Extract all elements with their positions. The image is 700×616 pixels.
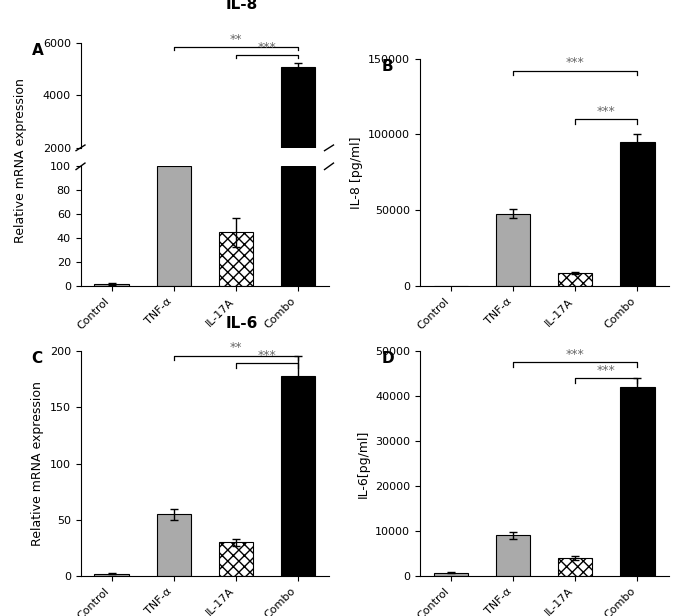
Bar	[281, 67, 315, 200]
Text: ***: ***	[566, 348, 584, 361]
Bar	[434, 573, 468, 576]
Bar	[496, 214, 531, 286]
Y-axis label: IL-6[pg/ml]: IL-6[pg/ml]	[356, 429, 370, 498]
Bar	[281, 376, 315, 576]
Bar	[218, 542, 253, 576]
Bar	[157, 166, 191, 286]
Bar	[496, 535, 531, 576]
Text: ***: ***	[258, 41, 277, 54]
Text: IL-6: IL-6	[226, 317, 258, 331]
Y-axis label: IL-8 [pg/ml]: IL-8 [pg/ml]	[350, 136, 363, 209]
Text: D: D	[382, 351, 394, 366]
Bar	[558, 273, 592, 286]
Y-axis label: Relative mRNA expression: Relative mRNA expression	[31, 381, 44, 546]
Bar	[281, 166, 315, 286]
Text: A: A	[32, 43, 43, 58]
Text: B: B	[382, 59, 393, 73]
Bar	[558, 558, 592, 576]
Text: ***: ***	[566, 56, 584, 70]
Bar	[620, 142, 655, 286]
Text: Relative mRNA expression: Relative mRNA expression	[15, 78, 27, 243]
Text: IL-8: IL-8	[226, 0, 258, 12]
Text: ***: ***	[258, 349, 277, 362]
Bar	[620, 387, 655, 576]
Bar	[94, 284, 129, 286]
Text: ***: ***	[597, 105, 616, 118]
Text: C: C	[32, 351, 43, 366]
Bar	[157, 514, 191, 576]
Text: **: **	[230, 341, 242, 354]
Bar	[94, 573, 129, 576]
Bar	[218, 232, 253, 286]
Text: **: **	[230, 33, 242, 46]
Text: ***: ***	[597, 364, 616, 377]
